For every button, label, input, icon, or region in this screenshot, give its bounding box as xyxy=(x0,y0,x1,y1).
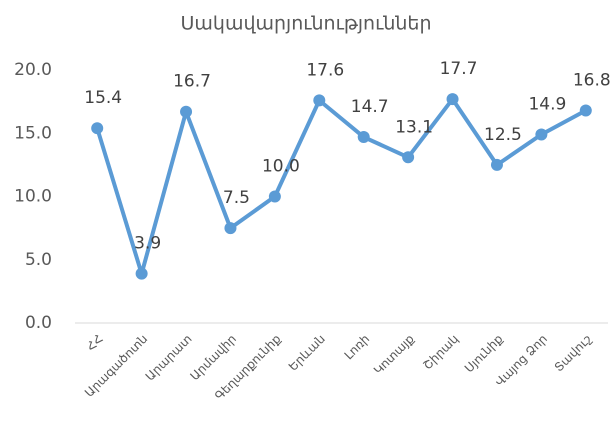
marker xyxy=(268,190,281,203)
x-tick-label: Երևան xyxy=(286,332,328,374)
marker xyxy=(180,105,193,118)
marker xyxy=(535,128,548,141)
marker xyxy=(135,267,148,280)
data-label: 12.5 xyxy=(484,125,522,145)
x-tick-label: ՀՀ xyxy=(84,332,106,354)
marker xyxy=(224,222,237,235)
line xyxy=(95,97,587,276)
x-tick-label: Արարատ xyxy=(143,332,195,384)
data-label: 14.7 xyxy=(351,97,389,117)
data-label: 17.6 xyxy=(306,60,344,80)
marker xyxy=(313,94,326,107)
data-label: 16.8 xyxy=(573,70,611,90)
data-label: 14.9 xyxy=(528,95,566,115)
marker xyxy=(402,151,415,164)
data-label: 3.9 xyxy=(134,234,161,254)
data-label: 16.7 xyxy=(173,72,211,92)
chart-title: Սակավարյունություններ xyxy=(180,13,431,35)
data-label: 15.4 xyxy=(84,88,122,108)
marker xyxy=(579,104,592,117)
data-label: 10.0 xyxy=(262,157,300,177)
marker xyxy=(490,158,503,171)
data-label: 7.5 xyxy=(223,188,250,208)
data-label: 17.7 xyxy=(440,59,478,79)
x-tick-label: Տավուշ xyxy=(552,332,595,375)
data-label: 13.1 xyxy=(395,117,433,137)
marker xyxy=(91,122,104,135)
y-tick-label: 10.0 xyxy=(14,187,52,207)
y-tick-label: 20.0 xyxy=(14,60,52,80)
x-tick-label: Շիրակ xyxy=(420,332,461,373)
x-tick-label: Կոտայք xyxy=(371,332,417,378)
x-tick-label: Սյունիք xyxy=(462,332,506,376)
y-tick-label: 0.0 xyxy=(25,313,52,333)
y-tick-label: 15.0 xyxy=(14,123,52,143)
marker xyxy=(357,131,370,144)
x-tick-label: Լոռի xyxy=(342,332,373,363)
y-tick-label: 5.0 xyxy=(25,250,52,270)
marker xyxy=(446,93,459,106)
